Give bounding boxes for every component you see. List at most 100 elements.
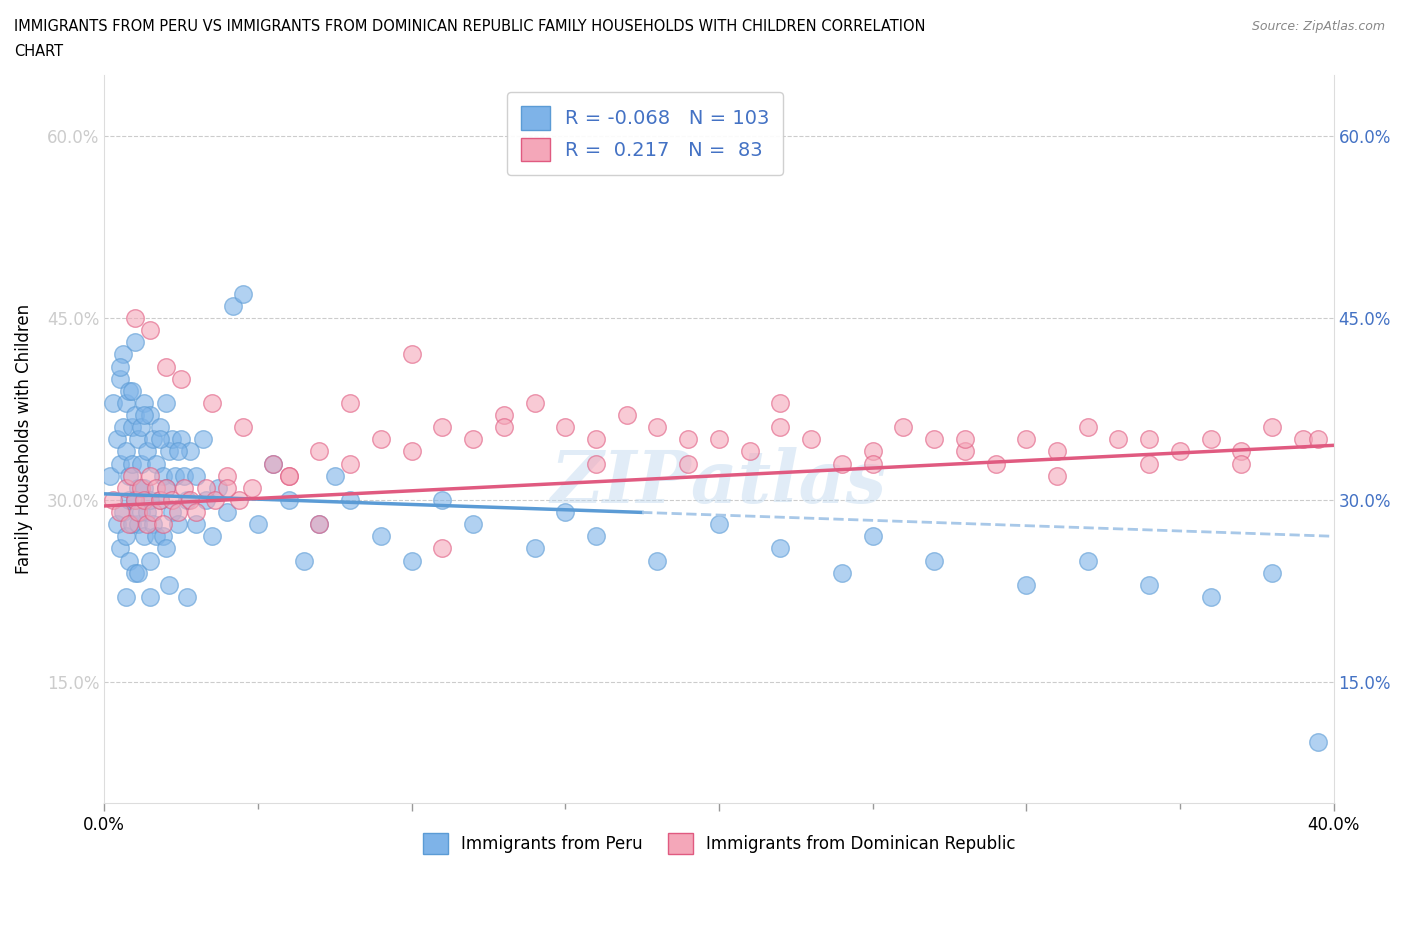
Point xyxy=(108,456,131,471)
Point xyxy=(585,432,607,446)
Point xyxy=(155,359,177,374)
Point xyxy=(585,529,607,544)
Point xyxy=(118,553,141,568)
Point xyxy=(121,456,143,471)
Point xyxy=(339,493,361,508)
Text: IMMIGRANTS FROM PERU VS IMMIGRANTS FROM DOMINICAN REPUBLIC FAMILY HOUSEHOLDS WIT: IMMIGRANTS FROM PERU VS IMMIGRANTS FROM … xyxy=(14,19,925,33)
Point xyxy=(262,456,284,471)
Point xyxy=(129,456,152,471)
Point xyxy=(1108,432,1130,446)
Point xyxy=(308,444,330,458)
Point xyxy=(136,505,159,520)
Point xyxy=(148,493,170,508)
Point xyxy=(204,493,226,508)
Point xyxy=(769,395,792,410)
Text: ZIP​atlas: ZIP​atlas xyxy=(551,447,887,518)
Point xyxy=(118,517,141,532)
Point xyxy=(139,407,162,422)
Point xyxy=(1015,578,1038,592)
Point xyxy=(831,456,853,471)
Text: CHART: CHART xyxy=(14,44,63,59)
Point xyxy=(339,456,361,471)
Point xyxy=(108,371,131,386)
Point xyxy=(121,419,143,434)
Point xyxy=(1261,565,1284,580)
Point xyxy=(1261,419,1284,434)
Point xyxy=(124,565,146,580)
Point xyxy=(191,432,214,446)
Point xyxy=(129,480,152,495)
Point xyxy=(160,432,183,446)
Point xyxy=(179,493,201,508)
Point xyxy=(139,553,162,568)
Point xyxy=(167,505,190,520)
Point xyxy=(492,407,515,422)
Point xyxy=(676,432,699,446)
Point xyxy=(127,505,149,520)
Point xyxy=(1168,444,1191,458)
Point xyxy=(616,407,638,422)
Point xyxy=(148,493,170,508)
Point xyxy=(1046,444,1069,458)
Point xyxy=(127,565,149,580)
Point xyxy=(124,493,146,508)
Point xyxy=(163,468,186,483)
Point xyxy=(105,432,128,446)
Point xyxy=(134,493,156,508)
Point xyxy=(134,395,156,410)
Point xyxy=(134,529,156,544)
Point xyxy=(129,419,152,434)
Point xyxy=(1137,456,1160,471)
Point xyxy=(118,468,141,483)
Point xyxy=(157,578,180,592)
Point xyxy=(432,541,454,556)
Point xyxy=(145,480,167,495)
Point xyxy=(127,480,149,495)
Point xyxy=(139,590,162,604)
Point xyxy=(114,444,136,458)
Point xyxy=(148,419,170,434)
Point xyxy=(186,468,208,483)
Point xyxy=(217,505,239,520)
Point xyxy=(1077,553,1099,568)
Point xyxy=(134,407,156,422)
Point xyxy=(152,517,174,532)
Point xyxy=(111,347,134,362)
Point xyxy=(105,517,128,532)
Point xyxy=(984,456,1007,471)
Point xyxy=(176,590,198,604)
Point xyxy=(323,468,346,483)
Point xyxy=(217,480,239,495)
Point xyxy=(432,419,454,434)
Point xyxy=(129,505,152,520)
Legend: Immigrants from Peru, Immigrants from Dominican Republic: Immigrants from Peru, Immigrants from Do… xyxy=(416,827,1022,860)
Point xyxy=(121,383,143,398)
Point xyxy=(277,468,299,483)
Point xyxy=(152,468,174,483)
Point xyxy=(1308,432,1330,446)
Point xyxy=(157,444,180,458)
Point xyxy=(308,517,330,532)
Point xyxy=(831,565,853,580)
Point xyxy=(134,480,156,495)
Point xyxy=(124,407,146,422)
Point xyxy=(246,517,269,532)
Point xyxy=(186,517,208,532)
Point xyxy=(769,541,792,556)
Point xyxy=(585,456,607,471)
Point xyxy=(176,493,198,508)
Point xyxy=(1199,432,1222,446)
Point xyxy=(114,480,136,495)
Point xyxy=(277,468,299,483)
Point xyxy=(155,480,177,495)
Point xyxy=(232,286,254,301)
Point xyxy=(922,432,945,446)
Point xyxy=(108,541,131,556)
Point xyxy=(186,505,208,520)
Point xyxy=(127,432,149,446)
Point xyxy=(139,323,162,338)
Point xyxy=(155,395,177,410)
Point xyxy=(862,529,884,544)
Point xyxy=(145,456,167,471)
Point xyxy=(121,517,143,532)
